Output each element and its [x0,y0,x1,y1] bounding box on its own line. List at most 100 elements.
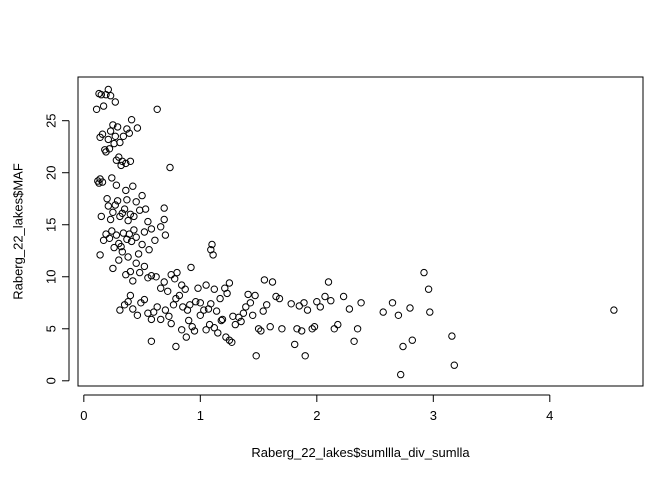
data-point [165,312,173,320]
data-point [126,157,135,166]
data-point [98,178,107,186]
data-point [202,326,210,334]
data-point [426,308,434,316]
data-point [397,370,405,379]
data-point [172,342,180,351]
data-point [450,361,458,369]
data-point [106,92,115,100]
data-point [207,300,215,308]
data-point [133,311,142,319]
data-point [217,316,226,325]
data-point [260,276,269,284]
data-point [129,182,137,190]
data-point [153,105,161,114]
data-point [257,327,265,335]
data-point [287,300,295,308]
data-point [110,243,118,252]
data-point [187,263,195,272]
data-point [188,323,196,331]
data-point [117,161,125,170]
data-point [132,259,140,267]
data-point [196,299,205,307]
data-point [95,179,103,187]
data-point [298,327,306,335]
x-tick-label: 3 [430,408,437,423]
data-point [175,291,184,300]
data-point [153,303,161,311]
data-point [308,325,316,333]
data-point [321,292,329,301]
data-point [263,301,271,309]
data-point [399,342,407,351]
data-point [98,130,107,138]
x-axis: 0 1 2 3 4 [80,394,553,423]
data-point [118,248,127,256]
data-point [125,129,134,137]
data-point [147,315,156,324]
data-point [103,195,111,203]
data-point [111,132,120,141]
data-point [129,305,137,313]
data-point [420,268,428,277]
data-point [210,324,219,332]
data-point [124,216,132,225]
data-point [169,301,178,309]
data-point [301,352,309,360]
data-point [259,307,267,315]
data-point [239,309,248,317]
data-point [223,289,231,298]
data-point [388,299,397,307]
data-point [164,287,172,295]
x-tick-label: 4 [546,408,553,423]
data-point [157,223,165,231]
data-point [171,275,179,283]
data-point [109,264,117,273]
data-point [408,336,416,344]
data-point [111,98,120,106]
data-point [92,105,101,114]
data-point [202,281,210,289]
data-point [254,325,263,333]
data-point [126,291,135,300]
data-point [313,298,321,306]
x-tick-label: 0 [80,408,87,423]
points-layer [92,85,618,379]
data-point [108,174,116,182]
data-point [291,340,299,349]
data-point [106,127,115,135]
data-point [150,308,158,316]
data-point [210,285,219,293]
data-point [448,332,456,340]
data-point [147,272,156,280]
data-point [350,337,358,345]
data-point [133,124,142,132]
y-tick-label: 0 [44,377,59,384]
data-point [129,277,137,285]
data-point [123,125,131,133]
data-point [104,202,113,210]
data-point [140,295,149,304]
data-point [140,228,149,236]
data-point [293,325,301,333]
data-point [104,135,113,144]
data-point [111,201,120,209]
data-point [113,123,122,131]
data-point [251,291,259,300]
data-point [160,278,168,286]
data-point [157,315,165,324]
data-point [99,102,108,110]
data-point [151,236,159,245]
data-point [357,299,365,307]
data-point [228,338,236,346]
data-point [339,292,348,301]
data-point [225,336,234,344]
data-point [119,132,128,141]
data-point [334,320,342,329]
data-point [124,298,132,306]
data-point [406,304,414,312]
data-point [144,217,152,226]
data-point [97,212,106,221]
data-point [266,323,274,331]
data-point [303,306,312,314]
